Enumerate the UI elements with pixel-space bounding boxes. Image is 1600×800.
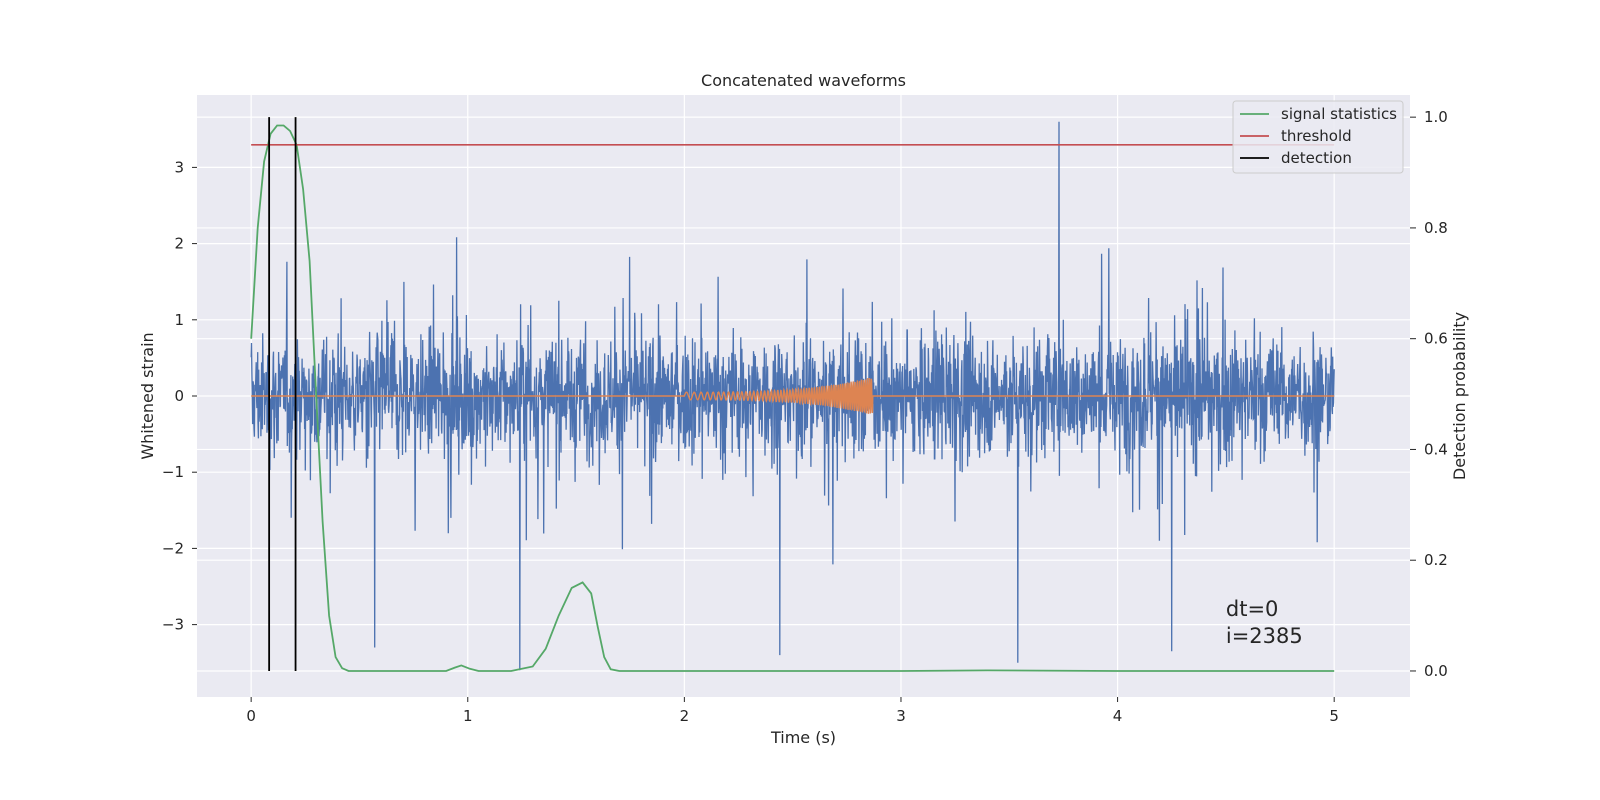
chart-title: Concatenated waveforms xyxy=(701,71,906,90)
y2-tick-label: 0.6 xyxy=(1424,330,1448,348)
y-axis-label: Whitened strain xyxy=(138,332,157,459)
y-axis-left: −3 −2 −1 0 1 2 3 xyxy=(162,158,197,634)
x-axis: 0 1 2 3 4 5 xyxy=(246,697,1339,725)
y-tick-label: 1 xyxy=(174,311,184,329)
y2-tick-label: 1.0 xyxy=(1424,108,1448,126)
y-tick-label: 3 xyxy=(174,158,184,176)
detection-series xyxy=(268,117,297,671)
y2-tick-label: 0.0 xyxy=(1424,662,1448,680)
y-tick-label: 0 xyxy=(174,387,184,405)
annotation-i: i=2385 xyxy=(1226,624,1303,648)
y-tick-label: −3 xyxy=(162,616,184,634)
legend-label: threshold xyxy=(1281,127,1352,145)
legend-label: signal statistics xyxy=(1281,105,1397,123)
y2-tick-label: 0.4 xyxy=(1424,440,1448,458)
x-tick-label: 5 xyxy=(1329,707,1339,725)
chirp-series xyxy=(251,378,1335,414)
x-tick-label: 3 xyxy=(896,707,906,725)
y-axis-right: 0.0 0.2 0.4 0.6 0.8 1.0 xyxy=(1410,108,1448,680)
legend: signal statistics threshold detection xyxy=(1232,100,1404,174)
annotation-dt: dt=0 xyxy=(1226,597,1279,621)
signal-statistics-series xyxy=(250,124,1335,672)
y2-tick-label: 0.2 xyxy=(1424,551,1448,569)
y2-axis-label: Detection probability xyxy=(1450,312,1469,480)
chirp-line xyxy=(251,378,1335,414)
legend-label: detection xyxy=(1281,149,1352,167)
x-tick-label: 4 xyxy=(1113,707,1123,725)
x-axis-label: Time (s) xyxy=(770,728,836,747)
y2-tick-label: 0.8 xyxy=(1424,219,1448,237)
y-tick-label: −2 xyxy=(162,539,184,557)
legend-box xyxy=(1232,100,1404,174)
x-tick-label: 0 xyxy=(246,707,256,725)
x-tick-label: 2 xyxy=(680,707,690,725)
x-tick-label: 1 xyxy=(463,707,473,725)
y-tick-label: −1 xyxy=(162,463,184,481)
signal-statistics-line xyxy=(250,124,1335,672)
y-tick-label: 2 xyxy=(174,235,184,253)
